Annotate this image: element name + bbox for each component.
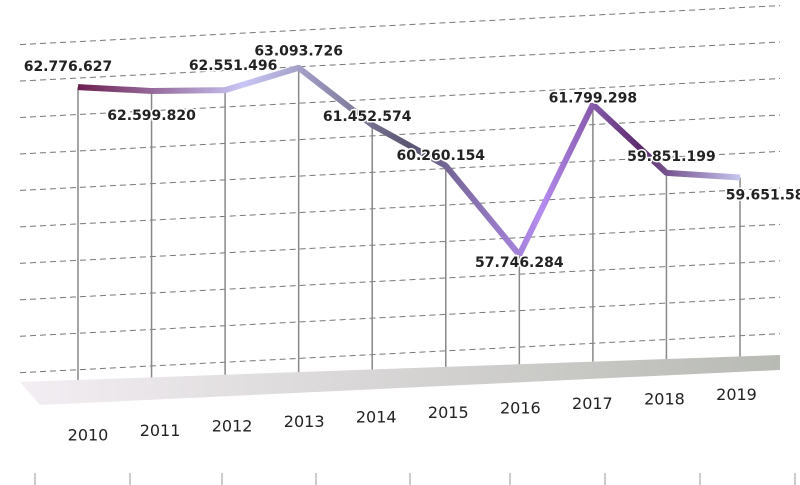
bottom-ticks [34, 473, 796, 485]
data-label: 57.746.284 [475, 255, 564, 271]
grid-line [19, 187, 781, 228]
data-label: 59.651.582 [726, 188, 800, 204]
grid-line [19, 296, 781, 337]
x-tick-label: 2016 [500, 399, 541, 418]
line [77, 64, 741, 257]
data-label: 62.599.820 [107, 108, 196, 124]
data-label: 62.776.627 [24, 59, 113, 75]
data-label: 62.551.496 [189, 58, 278, 74]
grid-line [19, 260, 781, 301]
data-label: 61.799.298 [549, 90, 638, 106]
x-tick-label: 2019 [716, 385, 757, 404]
data-label: 59.851.199 [627, 149, 716, 165]
x-tick-label: 2015 [428, 403, 469, 422]
x-tick-label: 2017 [572, 394, 613, 413]
grid-line [19, 333, 781, 374]
x-tick-label: 2018 [644, 390, 685, 409]
data-label: 63.093.726 [254, 44, 343, 60]
data-label: 60.260.154 [396, 148, 485, 164]
grid-line [19, 41, 781, 82]
x-tick-label: 2010 [68, 426, 109, 445]
x-tick-label: 2011 [140, 421, 181, 440]
data-label: 61.452.574 [323, 109, 412, 125]
grid-line [19, 5, 781, 46]
x-tick-label: 2013 [284, 412, 325, 431]
x-tick-label: 2012 [212, 417, 253, 436]
floor [20, 355, 780, 405]
grid-line [19, 223, 781, 264]
grid-line [19, 114, 781, 155]
grid-line [19, 78, 781, 118]
x-tick-label: 2014 [356, 408, 397, 427]
